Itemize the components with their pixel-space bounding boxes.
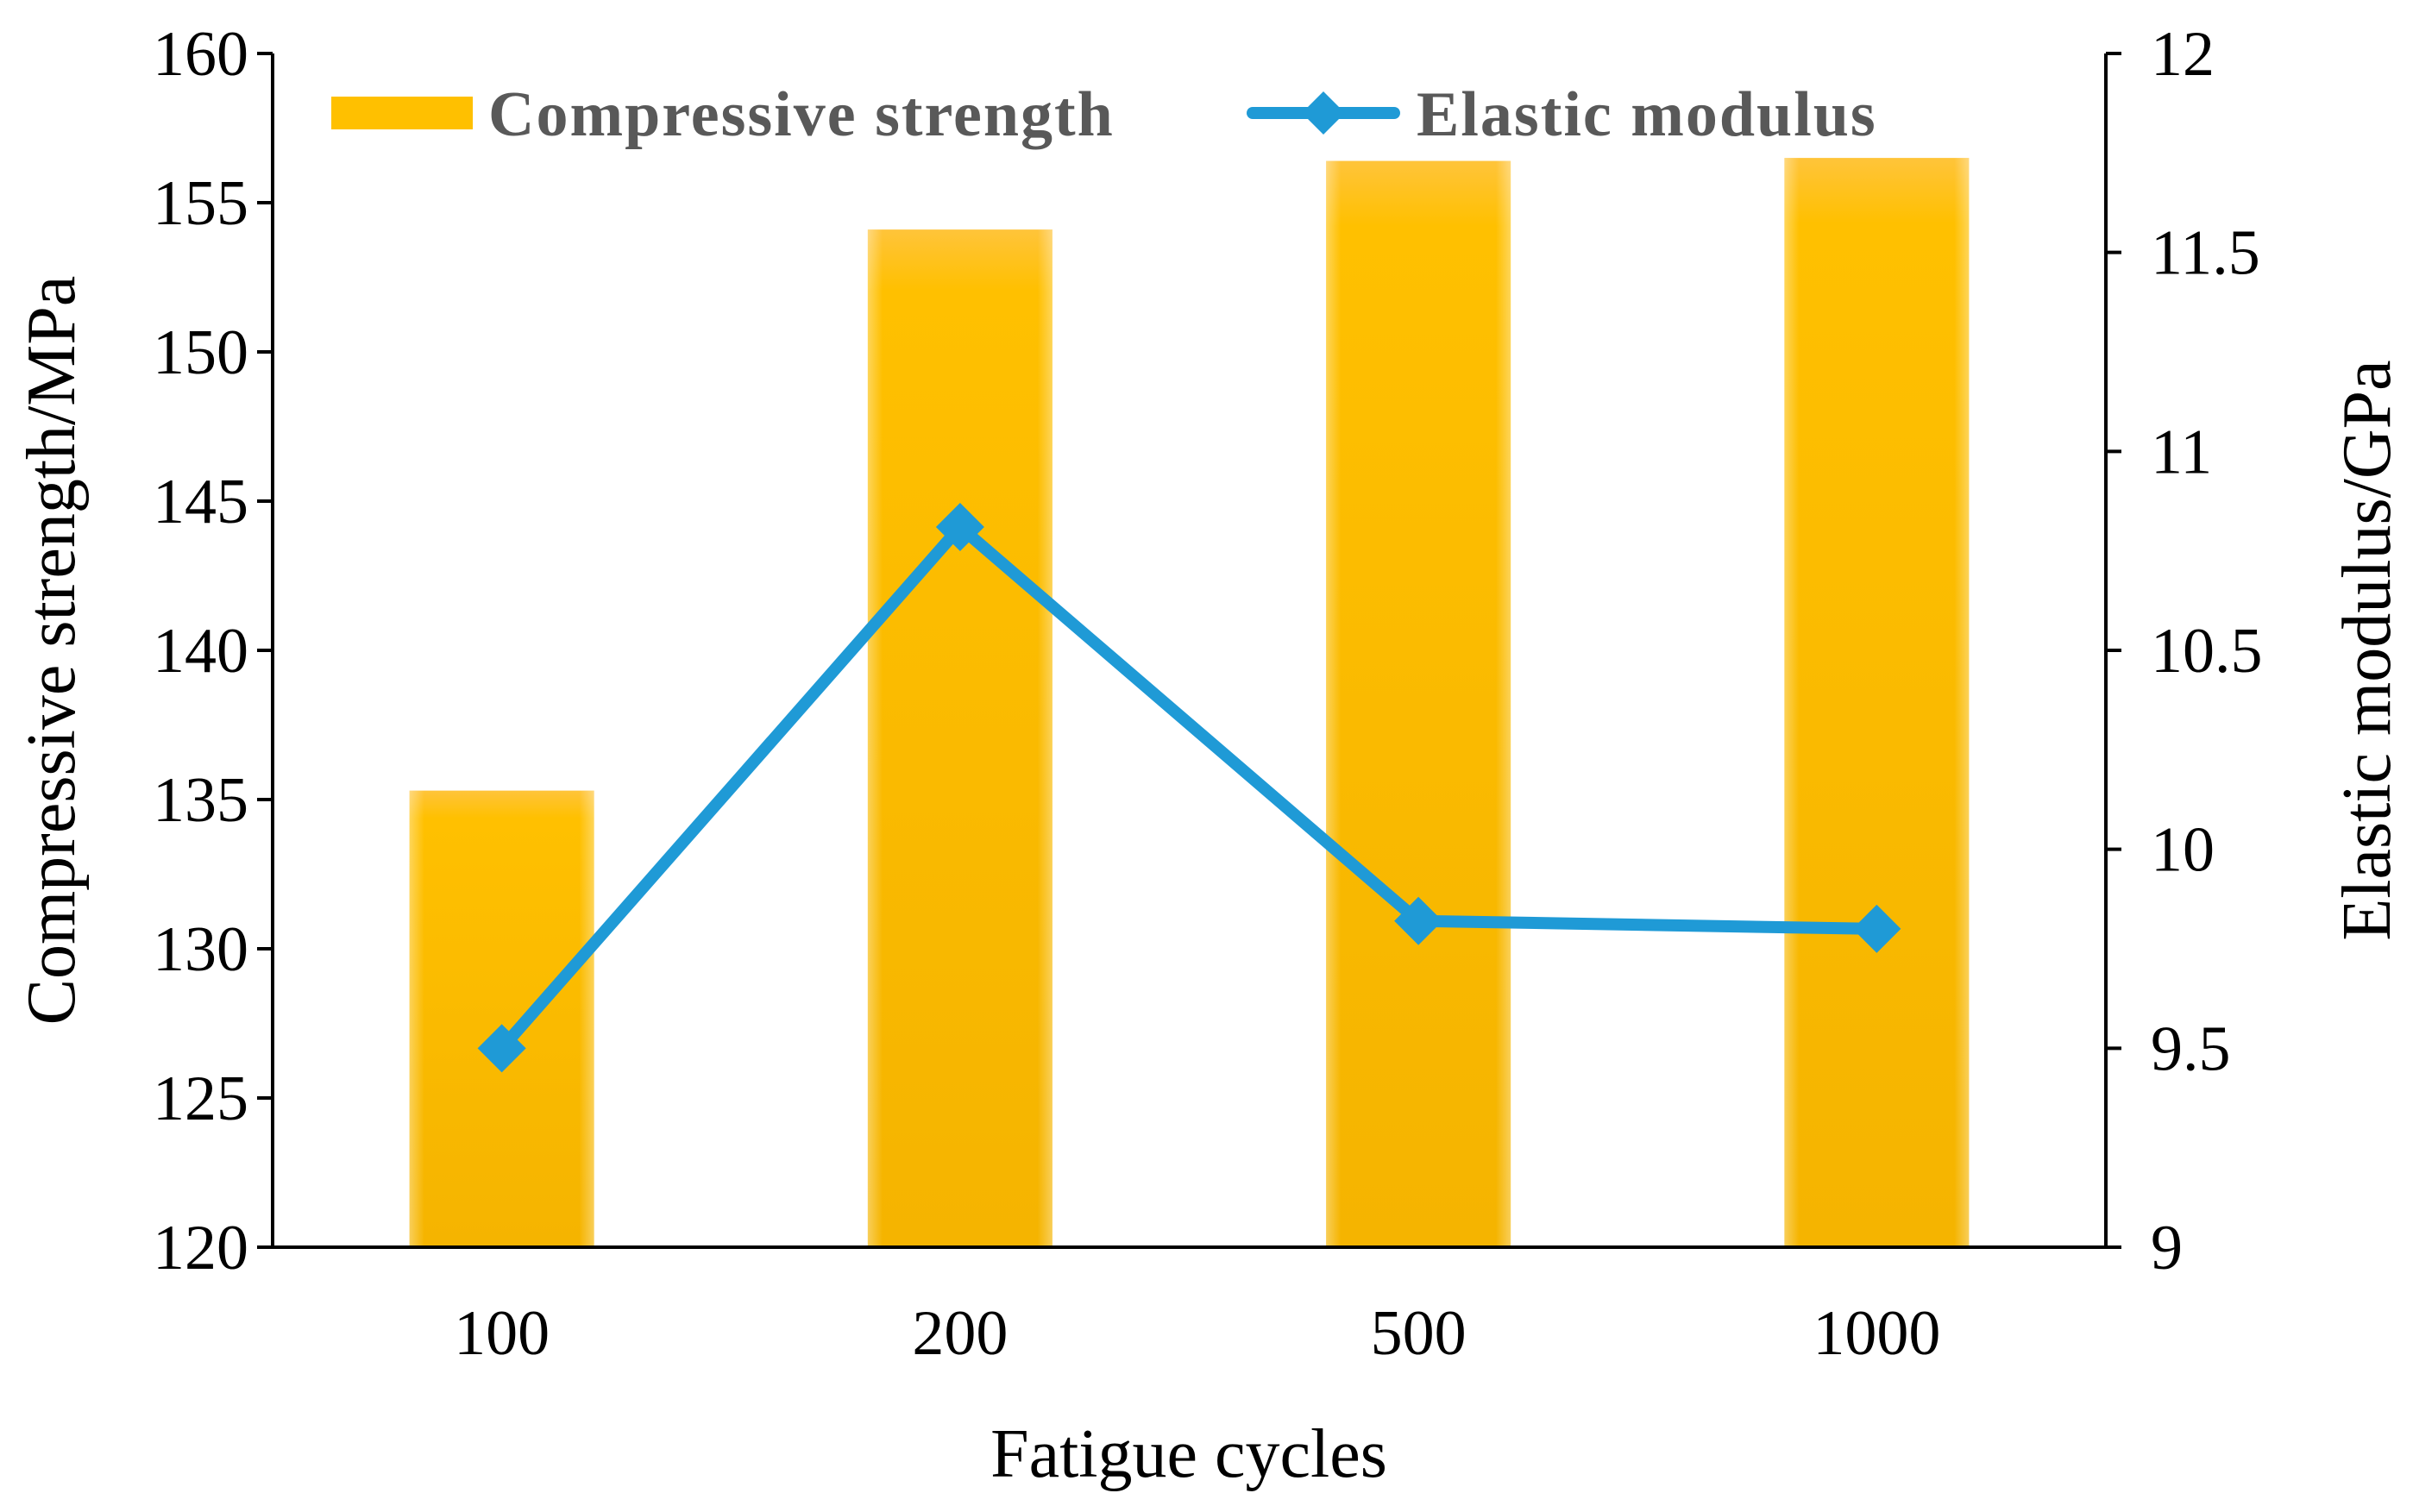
x-axis-title: Fatigue cycles	[990, 1416, 1387, 1492]
diamond-marker-500	[1394, 896, 1443, 945]
left-tick-label: 130	[153, 914, 248, 985]
x-tick-label-500: 500	[1371, 1298, 1467, 1369]
bar-series	[409, 158, 1970, 1248]
legend-entry-elastic-modulus: Elastic modulus	[1247, 79, 1877, 150]
elastic-modulus-line	[495, 520, 1883, 1055]
x-axis-ticks: 100 200 500 1000	[454, 1298, 1940, 1369]
x-tick-label-1000: 1000	[1813, 1298, 1940, 1369]
left-tick-label: 150	[153, 317, 248, 388]
legend-swatch-bar	[331, 97, 473, 129]
legend-label-compressive-strength: Compressive strength	[488, 79, 1115, 150]
right-tick-label: 11.5	[2151, 218, 2260, 289]
right-axis-ticks: 9 9.5 10 10.5 11 11.5 12	[2106, 19, 2263, 1283]
right-tick-label: 9	[2151, 1213, 2183, 1283]
right-tick-label: 12	[2151, 19, 2215, 90]
left-tick-label: 145	[153, 467, 248, 537]
bar-highlight-1000	[1784, 158, 1970, 1248]
bar-highlight-200	[867, 229, 1053, 1247]
left-tick-label: 140	[153, 616, 248, 687]
left-axis-title: Compressive strength/MPa	[14, 276, 90, 1026]
legend-label-elastic-modulus: Elastic modulus	[1417, 79, 1877, 150]
legend: Compressive strength Elastic modulus	[331, 79, 1877, 150]
left-tick-label: 125	[153, 1063, 248, 1134]
left-tick-label: 160	[153, 19, 248, 90]
x-tick-label-200: 200	[912, 1298, 1008, 1369]
bar-highlight-500	[1326, 160, 1511, 1247]
right-tick-label: 10.5	[2151, 616, 2263, 687]
right-tick-label: 11	[2151, 417, 2212, 487]
left-tick-label: 120	[153, 1213, 248, 1283]
right-tick-label: 10	[2151, 815, 2215, 886]
bar-highlight-100	[409, 790, 594, 1247]
diamond-marker-200	[935, 502, 984, 551]
line-series	[477, 502, 1901, 1073]
legend-entry-compressive-strength: Compressive strength	[331, 79, 1115, 150]
legend-swatch-diamond-marker	[1302, 91, 1345, 135]
left-axis-ticks: 120 125 130 135 140 145 150 155 160	[153, 19, 273, 1283]
right-axis-title: Elastic modulus/GPa	[2329, 360, 2405, 940]
left-tick-label: 135	[153, 765, 248, 836]
right-tick-label: 9.5	[2151, 1013, 2231, 1084]
diamond-marker-100	[477, 1024, 526, 1073]
left-tick-label: 155	[153, 168, 248, 239]
diamond-marker-1000	[1852, 904, 1901, 953]
x-tick-label-100: 100	[454, 1298, 550, 1369]
